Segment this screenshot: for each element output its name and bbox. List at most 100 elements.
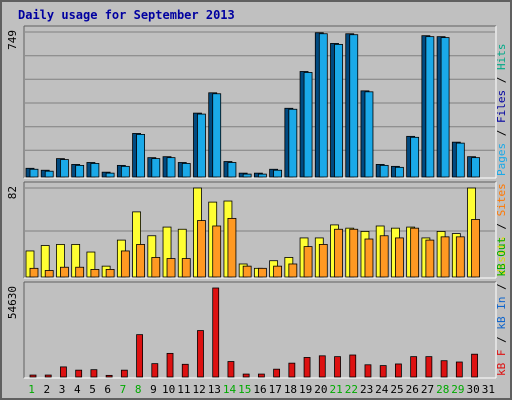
kbytes-bar-kb-f <box>212 287 220 378</box>
x-tick-label: 14 <box>223 383 237 396</box>
x-tick-label: 1 <box>28 383 35 396</box>
legend-entry: / <box>495 216 508 236</box>
kbytes-bar-kb-f <box>242 373 250 378</box>
visits-bar-sites <box>334 228 343 278</box>
x-tick-label: 29 <box>451 383 464 396</box>
legend-entry: kB In <box>495 297 508 330</box>
kbytes-bar-kb-f <box>181 363 189 378</box>
x-tick-label: 9 <box>150 383 157 396</box>
x-tick-label: 6 <box>104 383 111 396</box>
x-tick-label: 22 <box>345 383 358 396</box>
legend-entry: / <box>495 277 508 297</box>
visits-bar-sites <box>364 238 374 278</box>
visits-bar-sites <box>395 237 404 278</box>
hits-bar-files <box>455 142 465 178</box>
x-tick-label: 18 <box>284 383 297 396</box>
kbytes-bar-kb-f <box>257 373 265 378</box>
visits-bar-sites <box>349 228 359 278</box>
x-tick-label: 3 <box>59 383 66 396</box>
visits-bar-sites <box>136 244 145 278</box>
hits-bar-files <box>395 166 404 178</box>
kbytes-bar-kb-f <box>273 368 281 378</box>
kbytes-bar-kb-f <box>455 361 463 378</box>
kbytes-bar-kb-f <box>105 374 113 378</box>
kbytes-bar-kb-f <box>136 334 143 378</box>
hits-bar-files <box>257 173 267 178</box>
x-tick-label: 11 <box>177 383 190 396</box>
legend-entry: kB F <box>495 350 508 377</box>
x-tick-label: 19 <box>299 383 312 396</box>
hits-bar-files <box>334 43 343 178</box>
visits-bar-sites <box>379 235 389 278</box>
hits-bar-files <box>90 163 100 178</box>
legend-entry: kB Out <box>495 237 508 277</box>
kbytes-bar-kb-f <box>395 363 402 378</box>
visits-bar-sites <box>257 267 267 278</box>
legend-entry: / <box>495 123 508 143</box>
kbytes-bar-kb-f <box>44 374 52 378</box>
kbytes-bar-kb-f <box>303 357 311 378</box>
panel-bg <box>24 282 496 378</box>
visits-bar-sites <box>105 269 115 278</box>
x-tick-label: 15 <box>238 383 251 396</box>
kbytes-bar-kb-f <box>120 369 128 378</box>
visits-bar-sites <box>303 246 313 278</box>
kbytes-bar-kb-f <box>440 360 448 378</box>
x-tick-label: 16 <box>253 383 266 396</box>
x-tick-label: 2 <box>44 383 51 396</box>
hits-bar-files <box>364 91 374 178</box>
hits-bar-files <box>136 134 145 178</box>
kbytes-bar-kb-f <box>227 361 235 378</box>
visits-bar-sites <box>410 227 420 278</box>
hits-bar-files <box>273 169 283 178</box>
visits-bar-sites <box>471 219 480 278</box>
hits-bar-files <box>440 37 450 178</box>
hits-bar-files <box>349 34 359 178</box>
visits-bar-sites <box>75 266 85 278</box>
hits-bar-files <box>410 136 420 178</box>
legend-entry: Pages <box>495 143 508 176</box>
legend-entry: Hits <box>495 44 508 71</box>
visits-bar-sites <box>44 270 54 278</box>
visits-legend: Visits / Sites <box>495 183 508 276</box>
kbytes-ymax-label: 54630 <box>6 286 19 319</box>
hits-bar-files <box>227 162 237 178</box>
x-tick-label: 30 <box>467 383 480 396</box>
hits-bar-files <box>242 173 252 178</box>
kbytes-bar-kb-f <box>379 365 387 378</box>
x-tick-label: 27 <box>421 383 434 396</box>
visits-bar-sites <box>181 258 191 278</box>
x-tick-label: 26 <box>406 383 419 396</box>
visits-bar-sites <box>227 217 237 278</box>
x-tick-label: 13 <box>208 383 221 396</box>
hits-bar-files <box>303 72 313 178</box>
visits-bar-sites <box>197 220 206 278</box>
hits-bar-files <box>120 165 130 178</box>
visits-ymax-label: 82 <box>6 186 19 199</box>
visits-bar-sites <box>455 236 465 278</box>
visits-bar-sites <box>425 239 435 278</box>
kbytes-bar-kb-f <box>364 364 372 378</box>
hits-bar-files <box>75 164 85 178</box>
kbytes-bar-kb-f <box>318 355 326 378</box>
kbytes-bar-kb-f <box>349 354 357 378</box>
legend-entry: Sites <box>495 183 508 216</box>
legend-entry: / <box>495 70 508 90</box>
kbytes-bar-kb-f <box>197 330 204 378</box>
hits-bar-files <box>105 172 115 178</box>
visits-bar-sites <box>318 244 328 278</box>
visits-bar-sites <box>166 258 176 278</box>
legend-entry: Files <box>495 90 508 123</box>
visits-bar-sites <box>273 265 283 278</box>
x-tick-label: 23 <box>360 383 373 396</box>
x-tick-label: 17 <box>269 383 282 396</box>
hits-bar-files <box>166 157 176 178</box>
visits-bar-sites <box>151 257 161 278</box>
visits-bar-sites <box>242 265 252 278</box>
x-tick-label: 25 <box>390 383 403 396</box>
hits-ymax-label: 749 <box>6 30 19 50</box>
hits-bar-files <box>318 33 328 178</box>
x-tick-label: 8 <box>135 383 142 396</box>
hits-bar-files <box>288 108 298 178</box>
